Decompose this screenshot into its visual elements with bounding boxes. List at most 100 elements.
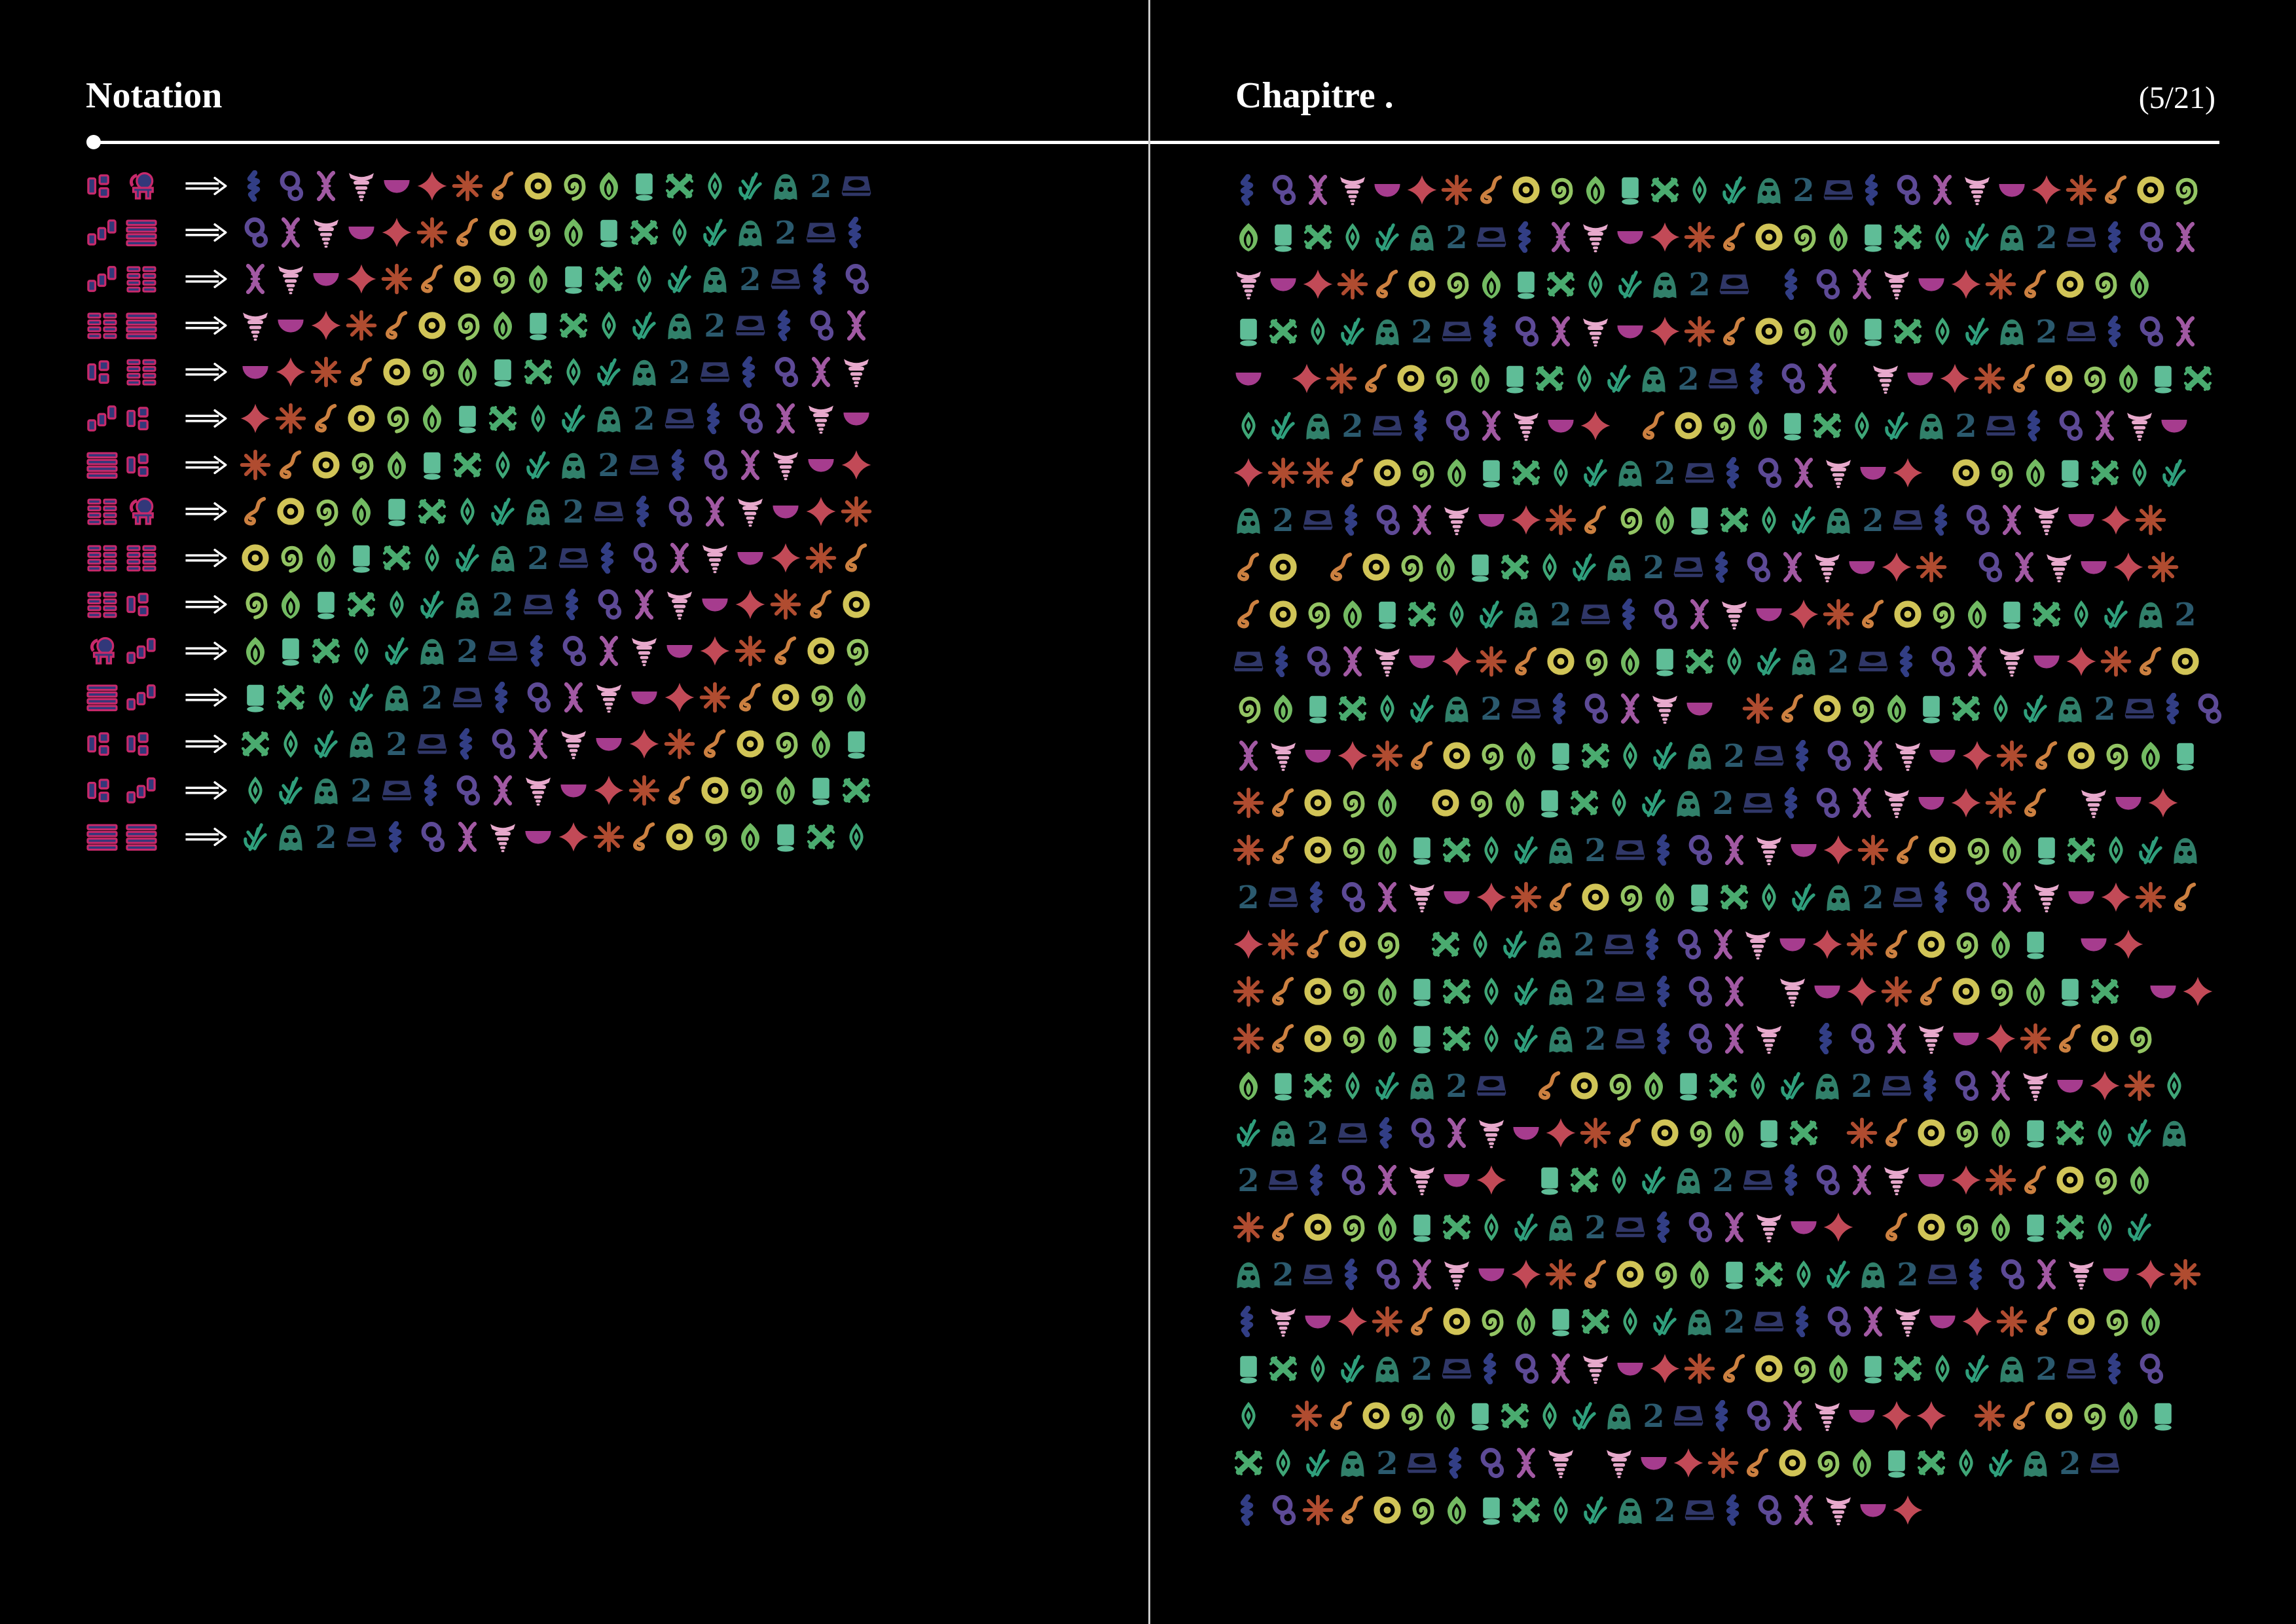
glyph-leaf-icon bbox=[1823, 221, 1854, 253]
notation-sequence bbox=[240, 356, 876, 388]
word-space bbox=[1267, 1412, 1291, 1419]
glyph-weave-icon bbox=[1267, 316, 1299, 347]
glyph-eye-icon bbox=[1337, 221, 1368, 253]
text-line bbox=[1233, 1486, 2254, 1534]
glyph-eye-icon bbox=[346, 635, 377, 667]
glyph-aster-icon bbox=[593, 821, 625, 853]
glyph-leaf-icon bbox=[2135, 1306, 2166, 1337]
glyph-eye-icon bbox=[1302, 1353, 1334, 1384]
glyph-face-icon bbox=[1337, 1447, 1368, 1479]
glyph-weave-icon bbox=[1649, 174, 1681, 206]
glyph-cyl-icon bbox=[1233, 316, 1264, 347]
glyph-weave-icon bbox=[664, 170, 695, 202]
glyph-cyl-icon bbox=[1614, 174, 1646, 206]
glyph-eye-icon bbox=[2124, 457, 2155, 489]
glyph-donut-icon bbox=[1337, 929, 1368, 960]
glyph-plant-icon bbox=[1510, 834, 1542, 866]
key-grid-icon bbox=[124, 543, 158, 573]
glyph-two-icon bbox=[593, 449, 625, 481]
notation-sequence bbox=[240, 403, 876, 434]
notation-key bbox=[85, 450, 183, 480]
glyph-eight-icon bbox=[699, 449, 731, 481]
glyph-quatre-icon bbox=[1892, 1494, 1923, 1526]
glyph-face-icon bbox=[2159, 1117, 2190, 1149]
glyph-cyl-icon bbox=[381, 496, 412, 527]
glyph-two-icon bbox=[1857, 881, 1889, 913]
glyph-squig-icon bbox=[2135, 646, 2166, 677]
glyph-half-icon bbox=[1916, 268, 1947, 300]
glyph-cyl-icon bbox=[1545, 1306, 1576, 1337]
glyph-half-icon bbox=[1916, 787, 1947, 819]
glyph-eye-icon bbox=[1927, 221, 1958, 253]
glyph-zigzag-icon bbox=[1927, 881, 1958, 913]
glyph-eye-icon bbox=[1603, 787, 1635, 819]
glyph-box-icon bbox=[416, 728, 448, 760]
glyph-cone-icon bbox=[2031, 504, 2062, 536]
glyph-donut-icon bbox=[1510, 174, 1542, 206]
glyph-spiral-icon bbox=[1950, 1117, 1982, 1149]
glyph-squig-icon bbox=[1510, 646, 1542, 677]
glyph-box-icon bbox=[522, 589, 554, 620]
glyph-weave-icon bbox=[1916, 1447, 1947, 1479]
glyph-aster-icon bbox=[1476, 646, 1507, 677]
glyph-zigzag-icon bbox=[522, 635, 554, 667]
glyph-face-icon bbox=[275, 821, 306, 853]
glyph-eye-icon bbox=[1985, 693, 2016, 724]
glyph-dnax-icon bbox=[1846, 787, 1878, 819]
glyph-box-icon bbox=[1985, 410, 2016, 441]
glyph-two-icon bbox=[770, 217, 801, 248]
glyph-eight-icon bbox=[1580, 693, 1611, 724]
glyph-plant-icon bbox=[593, 356, 625, 388]
glyph-two-icon bbox=[1950, 410, 1982, 441]
glyph-plant-icon bbox=[1961, 221, 1993, 253]
glyph-squig-icon bbox=[1360, 363, 1392, 394]
glyph-weave-icon bbox=[629, 217, 660, 248]
notation-key bbox=[85, 543, 183, 573]
glyph-donut-icon bbox=[1614, 1259, 1646, 1290]
word-space bbox=[2054, 800, 2078, 806]
glyph-box-icon bbox=[1337, 1117, 1368, 1149]
glyph-cyl-icon bbox=[2020, 929, 2051, 960]
key-blocks-icon bbox=[85, 729, 119, 759]
glyph-half-icon bbox=[1614, 316, 1646, 347]
glyph-cone-icon bbox=[2031, 881, 2062, 913]
glyph-leaf-icon bbox=[1649, 504, 1681, 536]
glyph-two-icon bbox=[1267, 1259, 1299, 1290]
glyph-aster-icon bbox=[2147, 551, 2179, 583]
glyph-squig-icon bbox=[1881, 1117, 1912, 1149]
glyph-leaf-icon bbox=[240, 635, 271, 667]
glyph-eye-icon bbox=[1476, 1211, 1507, 1243]
glyph-eye-icon bbox=[1476, 976, 1507, 1007]
glyph-dnax-icon bbox=[1510, 1447, 1542, 1479]
glyph-face-icon bbox=[558, 449, 589, 481]
glyph-weave-icon bbox=[487, 403, 519, 434]
glyph-eight-icon bbox=[1510, 1353, 1542, 1384]
glyph-dnax-icon bbox=[1337, 646, 1368, 677]
glyph-spiral-icon bbox=[1372, 929, 1403, 960]
glyph-plant-icon bbox=[735, 170, 766, 202]
glyph-plant-icon bbox=[1719, 174, 1750, 206]
glyph-face-icon bbox=[310, 775, 342, 806]
glyph-dnax-icon bbox=[2009, 551, 2040, 583]
notation-row bbox=[85, 813, 876, 860]
glyph-eye-icon bbox=[1534, 1400, 1565, 1431]
glyph-spiral-icon bbox=[2078, 363, 2109, 394]
glyph-donut-icon bbox=[1580, 881, 1611, 913]
glyph-donut-icon bbox=[1267, 599, 1299, 630]
glyph-weave-icon bbox=[1430, 929, 1461, 960]
glyph-zigzag-icon bbox=[1302, 1164, 1334, 1196]
glyph-two-icon bbox=[1580, 1211, 1611, 1243]
glyph-quatre-icon bbox=[1649, 316, 1681, 347]
glyph-zigzag-icon bbox=[1788, 1306, 1819, 1337]
glyph-aster-icon bbox=[1233, 1023, 1264, 1054]
glyph-half-icon bbox=[2054, 1070, 2086, 1101]
text-line bbox=[1233, 779, 2254, 826]
glyph-two-icon bbox=[1707, 787, 1739, 819]
glyph-eye-icon bbox=[1337, 1070, 1368, 1101]
glyph-weave-icon bbox=[1569, 1164, 1600, 1196]
glyph-cyl-icon bbox=[346, 542, 377, 574]
glyph-weave-icon bbox=[1441, 834, 1472, 866]
glyph-box-icon bbox=[699, 356, 731, 388]
glyph-aster-icon bbox=[1267, 929, 1299, 960]
glyph-aster-icon bbox=[240, 449, 271, 481]
